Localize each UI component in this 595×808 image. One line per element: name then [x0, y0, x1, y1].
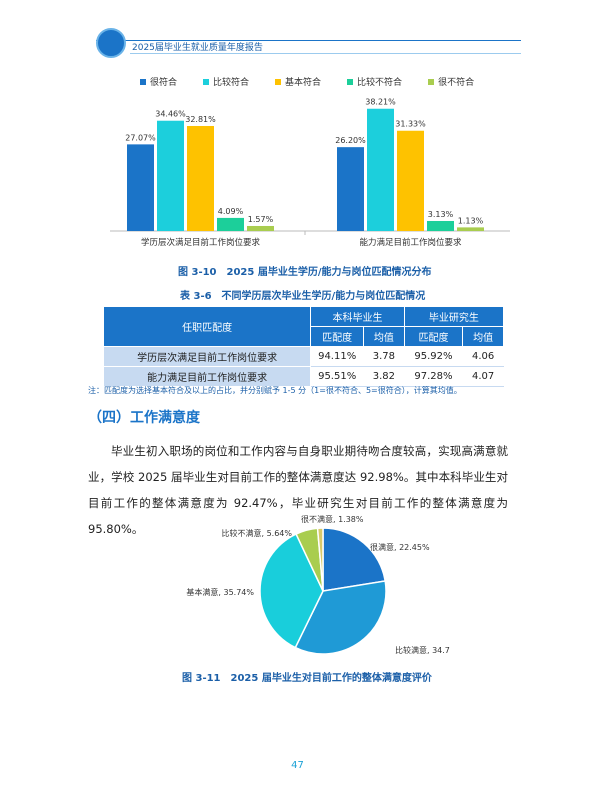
pie-label: 很不满意, 1.38% — [301, 514, 364, 524]
bar-value-label: 4.09% — [218, 207, 244, 216]
table-group-undergrad: 本科毕业生 — [310, 306, 405, 327]
bar — [397, 130, 424, 231]
pie-label: 很满意, 22.45% — [370, 542, 430, 552]
category-label: 能力满足目前工作岗位要求 — [359, 237, 462, 248]
pie-slice — [259, 533, 324, 649]
bar — [187, 126, 214, 231]
bar-value-label: 1.57% — [248, 215, 274, 224]
bar — [337, 147, 364, 231]
table-subheader: 均值 — [363, 326, 405, 347]
bar — [157, 120, 184, 231]
table-subheader: 均值 — [462, 326, 504, 347]
legend-item: 比较符合 — [203, 75, 249, 88]
legend-label: 基本符合 — [285, 78, 322, 88]
table-subheader: 匹配度 — [403, 326, 464, 347]
table-group-graduate: 毕业研究生 — [403, 306, 505, 327]
figure-3-11-caption: 图 3-11 2025 届毕业生对目前工作的整体满意度评价 — [182, 673, 432, 684]
header-rule-light — [130, 53, 521, 54]
pie-chart: 很满意, 22.45% 比较满意, 34.79% 基本满意, 35.74% 比较不满意… — [186, 514, 450, 655]
legend-item: 基本符合 — [275, 75, 321, 88]
table-note: 注：匹配度为选择基本符合及以上的占比，并分别赋予 1-5 分（1=很不符合、5=… — [88, 386, 462, 395]
bar-value-label: 38.21% — [365, 98, 396, 107]
cell: 3.82 — [363, 366, 405, 387]
cell: 97.28% — [403, 366, 464, 387]
cell: 95.51% — [310, 366, 365, 387]
bar — [217, 217, 244, 231]
row-label: 学历层次满足目前工作岗位要求 — [102, 346, 312, 367]
cell: 4.06 — [462, 346, 504, 367]
bar — [247, 225, 274, 231]
legend-swatch-icon — [428, 78, 435, 85]
bar-value-label: 27.07% — [125, 133, 156, 142]
bar — [457, 227, 484, 231]
body-paragraph: 毕业生初入职场的岗位和工作内容与自身职业期待吻合度较高，实现高满意就业，学校 2… — [88, 444, 508, 536]
figure-3-10-caption: 图 3-10 2025 届毕业生学历/能力与岗位匹配情况分布 — [178, 267, 432, 278]
legend-swatch-icon — [140, 78, 146, 85]
pie-label: 基本满意, 35.74% — [186, 587, 254, 597]
legend-label: 很不符合 — [438, 78, 475, 88]
bar-value-label: 26.20% — [335, 136, 366, 145]
school-logo-icon — [96, 28, 126, 58]
bar — [367, 108, 394, 231]
header-title: 2025届毕业生就业质量年度报告 — [132, 43, 263, 53]
legend-swatch-icon — [203, 78, 210, 85]
legend-label: 比较符合 — [213, 78, 250, 88]
category-label: 学历层次满足目前工作岗位要求 — [141, 237, 261, 248]
bar — [427, 220, 454, 231]
table-row: 学历层次满足目前工作岗位要求 94.11% 3.78 95.92% 4.06 — [102, 346, 504, 367]
cell: 95.92% — [403, 346, 464, 367]
bar-value-label: 32.81% — [185, 115, 216, 124]
pie-slice — [322, 527, 387, 592]
cell: 3.78 — [363, 346, 405, 367]
table-3-6-caption: 表 3-6 不同学历层次毕业生学历/能力与岗位匹配情况 — [180, 291, 426, 302]
section-title: （四）工作满意度 — [88, 410, 200, 426]
pie-label: 比较满意, 34.79% — [395, 645, 450, 655]
page-number: 47 — [291, 760, 304, 771]
bar-value-label: 1.13% — [458, 216, 484, 225]
bar-chart: 27.07% 34.46%32.81% 4.09% 1.57% 学历层次满足目前工作岗位… — [110, 98, 510, 248]
bar — [127, 144, 154, 231]
bar-value-label: 3.13% — [428, 210, 454, 219]
bar-value-label: 34.46% — [155, 110, 186, 119]
legend-swatch-icon — [347, 78, 354, 85]
legend-label: 比较不符合 — [357, 78, 403, 88]
legend-label: 很符合 — [150, 78, 178, 88]
legend-item: 很符合 — [140, 75, 177, 88]
header-rule — [96, 40, 521, 41]
match-table: 任职匹配度 本科毕业生 毕业研究生 匹配度 均值 匹配度 均值 学历层次满足目前… — [102, 306, 505, 387]
table-row: 能力满足目前工作岗位要求 95.51% 3.82 97.28% 4.07 — [102, 366, 504, 387]
row-label: 能力满足目前工作岗位要求 — [102, 366, 312, 387]
table-subheader: 匹配度 — [310, 326, 365, 347]
pie-slice — [316, 527, 324, 592]
cell: 94.11% — [310, 346, 365, 367]
legend-item: 很不符合 — [428, 75, 474, 88]
table-header-label: 任职匹配度 — [102, 306, 312, 347]
cell: 4.07 — [462, 366, 504, 387]
pie-label: 比较不满意, 5.64% — [222, 528, 293, 538]
legend-swatch-icon — [275, 78, 282, 85]
bar-value-label: 31.33% — [395, 120, 426, 129]
chart-legend: 很符合 比较符合 基本符合 比较不符合 很不符合 — [140, 75, 474, 88]
legend-item: 比较不符合 — [347, 75, 402, 88]
pie-slice — [294, 580, 387, 655]
